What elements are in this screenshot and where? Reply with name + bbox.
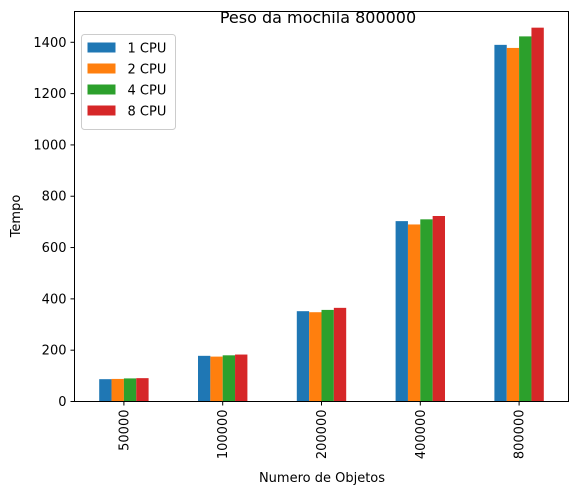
bar <box>506 47 520 402</box>
plot-frame <box>74 11 569 402</box>
y-axis: 0 200 400 600 800 1000 1200 1400 <box>33 36 75 410</box>
legend-swatch <box>87 42 116 53</box>
y-tick-label: 0 <box>58 395 66 410</box>
bar <box>321 309 334 402</box>
legend-swatch <box>87 105 116 116</box>
bar <box>111 378 124 402</box>
bar <box>99 379 112 402</box>
bar <box>198 355 211 402</box>
y-tick-label: 1200 <box>33 87 66 102</box>
bar <box>136 378 149 402</box>
y-tick-label: 1000 <box>33 138 66 153</box>
y-axis-label: Tempo <box>9 195 24 239</box>
bar <box>432 215 445 402</box>
x-tick-label: 800000 <box>513 410 528 460</box>
bar <box>395 221 408 402</box>
bar <box>333 307 347 402</box>
x-axis-label: Numero de Objetos <box>259 471 385 486</box>
x-axis: 50000 100000 200000 400000 800000 <box>117 401 528 460</box>
legend-label: 4 CPU <box>128 84 167 99</box>
bar <box>210 356 223 402</box>
bar <box>519 36 532 402</box>
bar <box>407 224 421 402</box>
bar <box>235 354 248 402</box>
bar <box>494 44 507 402</box>
legend-label: 1 CPU <box>128 42 167 57</box>
legend-label: 2 CPU <box>128 63 167 78</box>
y-tick-label: 1400 <box>33 36 66 51</box>
y-tick-label: 600 <box>42 241 67 256</box>
chart-title: Peso da mochila 800000 <box>220 8 416 27</box>
bar <box>420 219 433 402</box>
legend-swatch <box>87 84 116 95</box>
x-tick-label: 100000 <box>216 410 231 460</box>
x-tick-label: 400000 <box>414 410 429 460</box>
y-tick-label: 800 <box>42 190 67 205</box>
bar <box>531 27 544 402</box>
bar <box>123 378 137 402</box>
y-tick-label: 400 <box>42 292 67 307</box>
legend-label: 8 CPU <box>128 105 167 120</box>
x-tick-label: 200000 <box>315 410 330 460</box>
bar <box>222 355 236 402</box>
y-tick-label: 200 <box>42 344 67 359</box>
bar <box>296 311 310 402</box>
x-tick-label: 50000 <box>117 410 132 451</box>
legend-swatch <box>87 63 116 74</box>
legend: 1 CPU 2 CPU 4 CPU 8 CPU <box>81 34 176 130</box>
bar <box>309 312 322 402</box>
bars-layer <box>99 27 544 402</box>
